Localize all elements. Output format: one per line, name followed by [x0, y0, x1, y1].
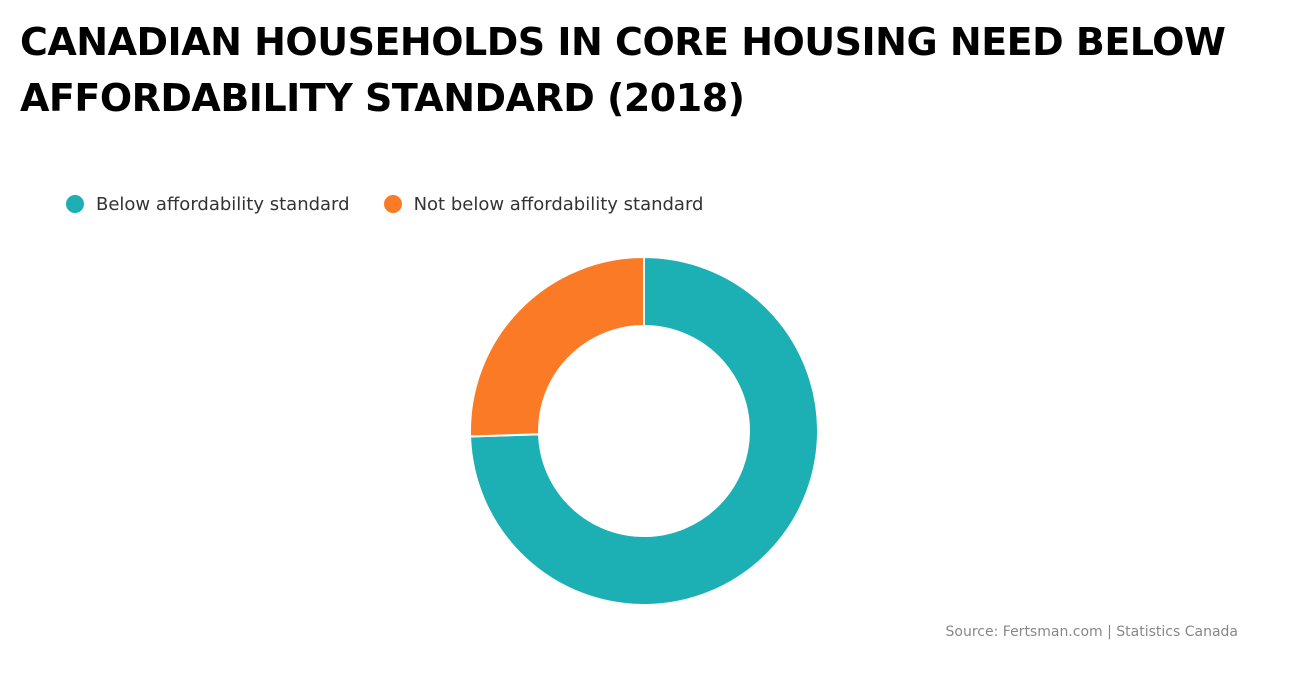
source-note: Source: Fertsman.com | Statistics Canada	[945, 624, 1238, 640]
legend-swatch-below	[66, 195, 84, 213]
legend-label-below: Below affordability standard	[96, 193, 350, 215]
chart-title: CANADIAN HOUSEHOLDS IN CORE HOUSING NEED…	[20, 20, 1226, 120]
legend-item-not-below[interactable]: Not below affordability standard	[383, 193, 704, 215]
chart-legend: Below affordability standard Not below a…	[66, 192, 737, 216]
legend-label-not-below: Not below affordability standard	[413, 193, 704, 215]
donut-slice-not-below[interactable]	[469, 255, 645, 438]
legend-swatch-not-below	[383, 195, 402, 213]
donut-slice-below[interactable]	[469, 255, 819, 606]
legend-item-below[interactable]: Below affordability standard	[66, 194, 350, 215]
